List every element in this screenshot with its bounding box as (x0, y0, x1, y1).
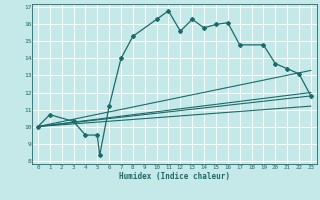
X-axis label: Humidex (Indice chaleur): Humidex (Indice chaleur) (119, 172, 230, 181)
